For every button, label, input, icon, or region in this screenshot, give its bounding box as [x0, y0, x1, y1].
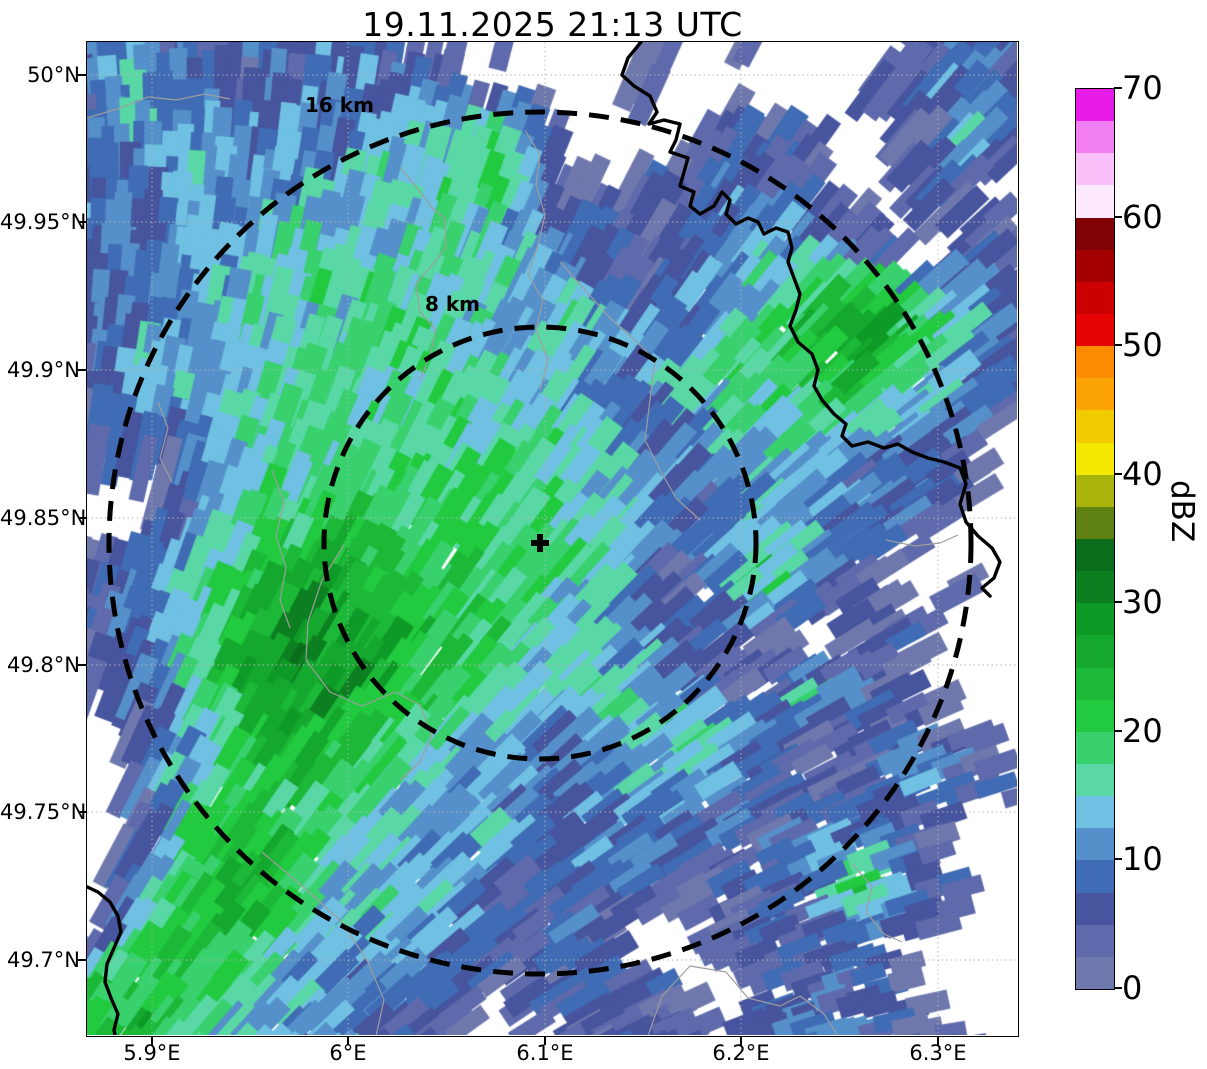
colorbar-segment — [1076, 699, 1114, 732]
river-line — [157, 401, 173, 483]
plot-title: 19.11.2025 21:13 UTC — [362, 5, 743, 44]
colorbar-segment — [1076, 539, 1114, 572]
colorbar-tick-mark — [1114, 87, 1122, 89]
colorbar-tick-label: 60 — [1122, 198, 1163, 236]
country-border-lines — [87, 42, 1002, 1035]
colorbar-segment — [1076, 314, 1114, 347]
colorbar-tick-mark — [1114, 216, 1122, 218]
colorbar-tick-label: 20 — [1122, 712, 1163, 750]
colorbar-segment — [1076, 731, 1114, 765]
colorbar-segment — [1076, 346, 1114, 379]
range-ring-circle — [321, 324, 759, 762]
colorbar-segment — [1076, 442, 1114, 475]
colorbar-tick-label: 30 — [1122, 583, 1163, 621]
colorbar-tick-label: 10 — [1122, 840, 1163, 878]
colorbar-segment — [1076, 185, 1114, 218]
lon-tick-label: 5.9°E — [123, 1041, 181, 1065]
colorbar-segment — [1076, 892, 1114, 925]
colorbar-segment — [1076, 796, 1114, 829]
colorbar-segment — [1076, 667, 1114, 700]
river-line — [851, 863, 903, 943]
colorbar-segment — [1076, 249, 1114, 282]
lat-tick-mark — [78, 664, 86, 666]
lat-tick-mark — [78, 74, 86, 76]
lat-tick-mark — [78, 221, 86, 223]
lon-tick-mark — [544, 1037, 546, 1045]
lat-tick-label: 49.85°N — [0, 506, 87, 530]
colorbar-tick-label: 0 — [1122, 969, 1143, 1007]
colorbar-segment — [1076, 828, 1114, 861]
lat-tick-label: 49.8°N — [7, 653, 80, 677]
colorbar-tick-mark — [1114, 473, 1122, 475]
lat-tick-mark — [78, 959, 86, 961]
map-plot-area: 16 km 8 km — [86, 41, 1019, 1037]
colorbar-tick-label: 40 — [1122, 455, 1163, 493]
lat-tick-label: 49.7°N — [7, 948, 80, 972]
center-cross-marker — [531, 534, 549, 552]
lon-tick-mark — [937, 1037, 939, 1045]
colorbar-segment — [1076, 506, 1114, 540]
river-line — [885, 534, 959, 547]
colorbar-segment — [1076, 153, 1114, 186]
lat-tick-label: 50°N — [27, 63, 80, 87]
river-line — [271, 469, 291, 629]
river-line — [647, 965, 839, 1035]
lon-tick-label: 6.1°E — [516, 1041, 574, 1065]
lat-tick-mark — [78, 517, 86, 519]
colorbar-segment — [1076, 571, 1114, 604]
graticule-gridlines — [87, 42, 1017, 1035]
radar-reflectivity-image — [87, 42, 1017, 1035]
colorbar-tick-mark — [1114, 987, 1122, 989]
colorbar — [1075, 88, 1115, 990]
lat-tick-mark — [78, 369, 86, 371]
colorbar-segment — [1076, 410, 1114, 443]
lat-tick-mark — [78, 811, 86, 813]
lat-tick-label: 49.95°N — [0, 210, 87, 234]
colorbar-tick-mark — [1114, 601, 1122, 603]
river-line — [87, 93, 231, 119]
range-ring-circle — [106, 109, 974, 977]
map-overlay — [87, 42, 1017, 1035]
lon-tick-label: 6.2°E — [712, 1041, 770, 1065]
lat-tick-label: 49.9°N — [7, 358, 80, 382]
colorbar-segment — [1076, 860, 1114, 893]
colorbar-axis-label: dBZ — [1164, 480, 1200, 543]
country-border — [620, 42, 1002, 598]
river-line — [559, 261, 701, 521]
river-line — [305, 544, 433, 781]
colorbar-segment — [1076, 89, 1114, 122]
country-border — [87, 885, 123, 1035]
colorbar-segment — [1076, 121, 1114, 154]
lon-tick-mark — [347, 1037, 349, 1045]
lon-tick-label: 6.3°E — [909, 1041, 967, 1065]
lon-tick-label: 6°E — [329, 1041, 367, 1065]
lat-tick-label: 49.75°N — [0, 800, 87, 824]
river-line — [524, 129, 549, 391]
river-admin-lines — [87, 93, 959, 1035]
colorbar-segment — [1076, 474, 1114, 507]
lon-tick-mark — [151, 1037, 153, 1045]
colorbar-segment — [1076, 764, 1114, 797]
colorbar-segment — [1076, 635, 1114, 668]
colorbar-tick-mark — [1114, 730, 1122, 732]
colorbar-segment — [1076, 924, 1114, 957]
colorbar-segment — [1076, 378, 1114, 411]
colorbar-tick-mark — [1114, 344, 1122, 346]
colorbar-tick-label: 50 — [1122, 326, 1163, 364]
range-ring-label-16km: 16 km — [305, 93, 374, 117]
range-ring-label-8km: 8 km — [425, 292, 481, 316]
colorbar-tick-label: 70 — [1122, 69, 1163, 107]
colorbar-segment — [1076, 603, 1114, 636]
colorbar-segment — [1076, 956, 1114, 989]
colorbar-segment — [1076, 217, 1114, 250]
river-line — [261, 851, 385, 1035]
lon-tick-mark — [740, 1037, 742, 1045]
river-line — [399, 167, 447, 381]
colorbar-segment — [1076, 281, 1114, 315]
colorbar-tick-mark — [1114, 858, 1122, 860]
